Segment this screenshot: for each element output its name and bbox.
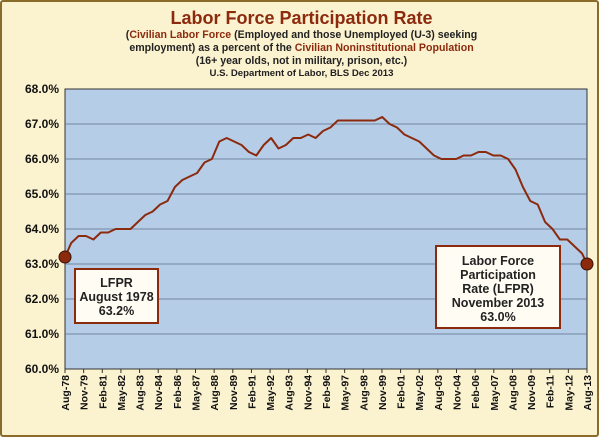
x-tick-label: Nov-04	[452, 375, 464, 410]
subtitle-civilian-noninstitutional-population: Civilian Noninstitutional Population	[294, 42, 474, 54]
end-point-marker	[580, 257, 594, 271]
y-tick-label: 60.0%	[25, 362, 59, 376]
x-tick-label: Aug-13	[582, 375, 594, 411]
x-tick-label: Feb-86	[172, 375, 184, 409]
x-tick-label: Feb-96	[321, 375, 333, 409]
chart-title: Labor Force Participation Rate	[170, 8, 433, 28]
callout-left-line3: 63.2%	[98, 304, 135, 318]
x-tick-label: Aug-03	[433, 375, 445, 411]
subtitle-civilian-labor-force: Civilian Labor Force	[129, 29, 232, 41]
y-tick-label: 61.0%	[25, 327, 59, 341]
x-tick-label: Aug-08	[507, 375, 519, 411]
callout-right-line3: Rate (LFPR)	[462, 282, 534, 296]
x-tick-label: Nov-94	[302, 375, 314, 410]
endpoint-markers	[58, 250, 594, 271]
x-tick-label: Feb-81	[97, 375, 109, 409]
x-tick-label: Feb-01	[396, 375, 408, 409]
x-tick-label: Aug-93	[284, 375, 296, 411]
callout-right-line2: Participation	[460, 268, 536, 282]
x-tick-label: May-97	[340, 375, 352, 411]
y-tick-label: 65.0%	[25, 187, 59, 201]
x-tick-label: May-07	[489, 375, 501, 411]
x-tick-label: May-82	[116, 375, 128, 411]
x-tick-label: Nov-89	[228, 375, 240, 410]
callout-left-line1: LFPR	[100, 276, 133, 290]
x-tick-label: Nov-84	[153, 375, 165, 410]
y-tick-label: 68.0%	[25, 82, 59, 96]
chart-subtitle-line1: (Civilian Labor Force (Employed and thos…	[2, 29, 599, 41]
callout-aug-1978: LFPR August 1978 63.2%	[74, 268, 159, 324]
start-point-marker	[58, 250, 72, 264]
y-tick-label: 64.0%	[25, 222, 59, 236]
x-axis-labels: Aug-78 Nov-79 Feb-81 May-82 Aug-83 Nov-84 Feb-…	[60, 369, 594, 411]
chart-source: U.S. Department of Labor, BLS Dec 2013	[209, 68, 394, 79]
lfpr-series-line	[64, 116, 588, 265]
chart-subtitle-line2: employment) as a percent of the Civilian…	[2, 42, 599, 54]
x-tick-label: Aug-83	[135, 375, 147, 411]
x-tick-label: Aug-98	[358, 375, 370, 411]
x-tick-label: May-92	[265, 375, 277, 411]
y-tick-label: 67.0%	[25, 117, 59, 131]
x-tick-label: Nov-09	[526, 375, 538, 410]
y-tick-label: 62.0%	[25, 292, 59, 306]
subtitle-open-paren: (	[125, 29, 130, 41]
x-tick-label: May-87	[191, 375, 203, 411]
x-tick-label: Feb-91	[246, 375, 258, 409]
x-tick-label: Aug-88	[209, 375, 221, 411]
subtitle-line2-start: employment) as a percent of the	[129, 42, 295, 54]
subtitle-line1-rest: (Employed and those Unemployed (U-3) see…	[231, 29, 478, 41]
x-tick-label: May-02	[414, 375, 426, 411]
callout-right-line5: 63.0%	[480, 310, 516, 324]
callout-nov-2013: Labor Force Participation Rate (LFPR) No…	[435, 245, 561, 329]
x-tick-label: Nov-99	[377, 375, 389, 410]
x-tick-label: Nov-79	[79, 375, 91, 410]
y-tick-label: 66.0%	[25, 152, 59, 166]
y-axis-labels: 60.0% 61.0% 62.0% 63.0% 64.0% 65.0% 66.0% 67.0%…	[25, 82, 59, 376]
callout-right-line4: November 2013	[451, 296, 545, 310]
chart-subtitle-line3: (16+ year olds, not in military, prison,…	[195, 55, 408, 67]
callout-left-line2: August 1978	[79, 290, 154, 304]
x-tick-label: Feb-11	[545, 375, 557, 408]
x-tick-label: Feb-06	[470, 375, 482, 409]
x-tick-label: May-12	[563, 375, 575, 411]
y-tick-label: 63.0%	[25, 257, 59, 271]
callout-right-line1: Labor Force	[461, 254, 535, 268]
x-tick-label: Aug-78	[60, 375, 72, 411]
